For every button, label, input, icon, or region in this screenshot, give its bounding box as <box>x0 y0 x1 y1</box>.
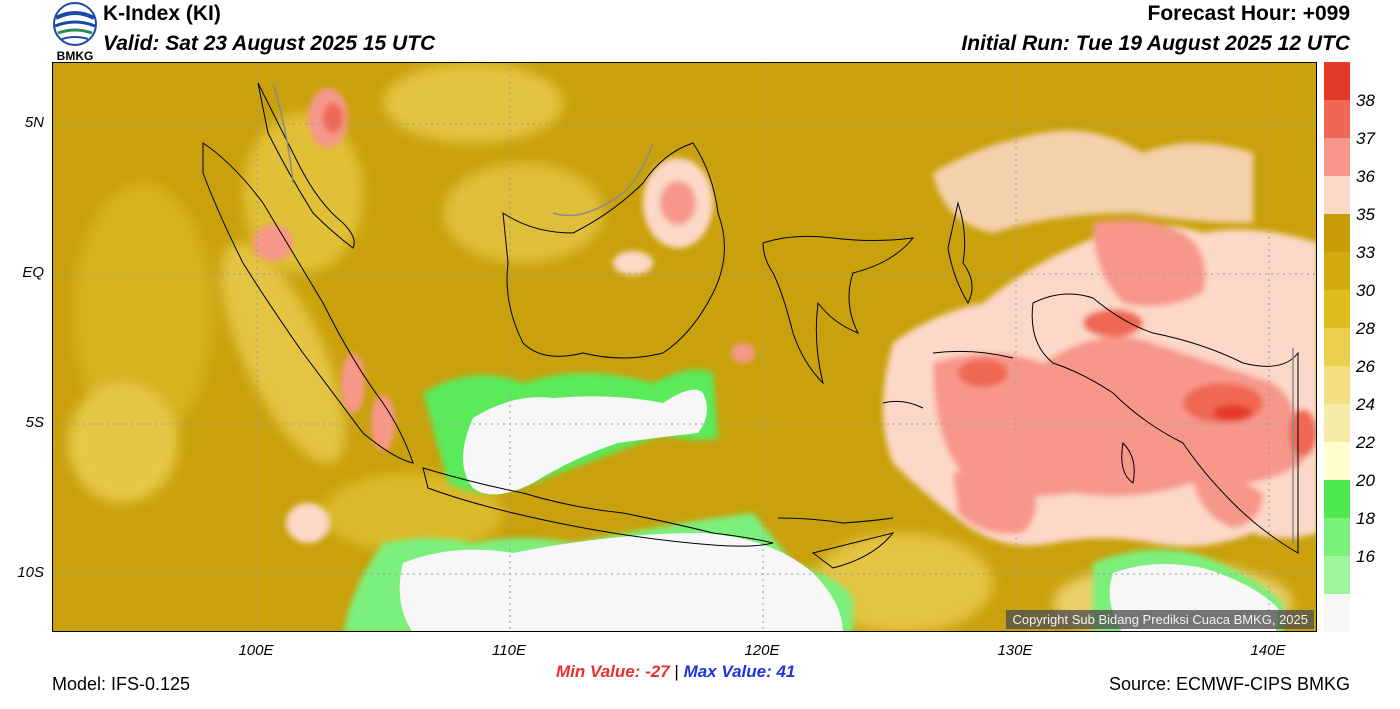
lon-label-140e: 140E <box>1250 642 1286 659</box>
colorbar-label: 16 <box>1356 547 1375 566</box>
colorbar-label: 38 <box>1356 91 1375 110</box>
lon-label-100e: 100E <box>238 642 274 659</box>
lat-label-5n: 5N <box>24 114 44 131</box>
colorbar-swatch <box>1324 366 1350 404</box>
max-value: Max Value: 41 <box>683 662 796 681</box>
min-value: Min Value: -27 <box>556 662 670 681</box>
colorbar <box>1324 62 1350 632</box>
colorbar-label: 28 <box>1356 319 1375 338</box>
colorbar-swatch <box>1324 328 1350 366</box>
bmkg-globe-icon <box>53 2 97 46</box>
colorbar-label: 37 <box>1356 129 1375 148</box>
colorbar-label: 36 <box>1356 167 1375 186</box>
colorbar-swatch <box>1324 252 1350 290</box>
colorbar-swatch <box>1324 62 1350 100</box>
k-index-field <box>53 63 1316 631</box>
colorbar-label: 26 <box>1356 357 1375 376</box>
colorbar-swatches <box>1324 62 1350 632</box>
colorbar-swatch <box>1324 214 1350 252</box>
colorbar-swatch <box>1324 138 1350 176</box>
colorbar-label: 24 <box>1356 395 1375 414</box>
bmkg-logo-text: BMKG <box>56 49 94 63</box>
stats-separator: | <box>674 662 679 681</box>
initial-run: Initial Run: Tue 19 August 2025 12 UTC <box>961 32 1350 55</box>
lat-label-eq: EQ <box>22 264 44 281</box>
valid-time: Valid: Sat 23 August 2025 15 UTC <box>103 32 436 55</box>
k-index-map: Copyright Sub Bidang Prediksi Cuaca BMKG… <box>52 62 1317 632</box>
colorbar-swatch <box>1324 594 1350 632</box>
colorbar-swatch <box>1324 404 1350 442</box>
colorbar-swatch <box>1324 100 1350 138</box>
lon-label-110e: 110E <box>492 642 526 659</box>
colorbar-swatch <box>1324 442 1350 480</box>
colorbar-swatch <box>1324 480 1350 518</box>
colorbar-labels: 38 37 36 35 33 30 28 26 24 22 20 18 16 <box>1352 62 1398 632</box>
forecast-hour: Forecast Hour: +099 <box>1147 2 1351 25</box>
lat-label-10s: 10S <box>17 564 44 581</box>
colorbar-label: 18 <box>1356 509 1375 528</box>
colorbar-swatch <box>1324 556 1350 594</box>
lat-label-5s: 5S <box>25 414 44 431</box>
lon-label-120e: 120E <box>744 642 780 659</box>
model-label: Model: IFS-0.125 <box>52 674 191 694</box>
colorbar-swatch <box>1324 290 1350 328</box>
colorbar-label: 33 <box>1356 243 1375 262</box>
lon-label-130e: 130E <box>997 642 1033 659</box>
colorbar-swatch <box>1324 518 1350 556</box>
colorbar-label: 30 <box>1356 281 1375 300</box>
copyright-notice: Copyright Sub Bidang Prediksi Cuaca BMKG… <box>1006 610 1314 629</box>
value-stats: Min Value: -27 | Max Value: 41 <box>556 662 795 682</box>
colorbar-swatch <box>1324 176 1350 214</box>
source-label: Source: ECMWF-CIPS BMKG <box>1108 674 1350 694</box>
colorbar-label: 22 <box>1356 433 1375 452</box>
colorbar-label: 35 <box>1356 205 1375 224</box>
colorbar-label: 20 <box>1356 471 1375 490</box>
map-title: K-Index (KI) <box>103 2 221 25</box>
bmkg-logo: BMKG <box>52 2 98 63</box>
